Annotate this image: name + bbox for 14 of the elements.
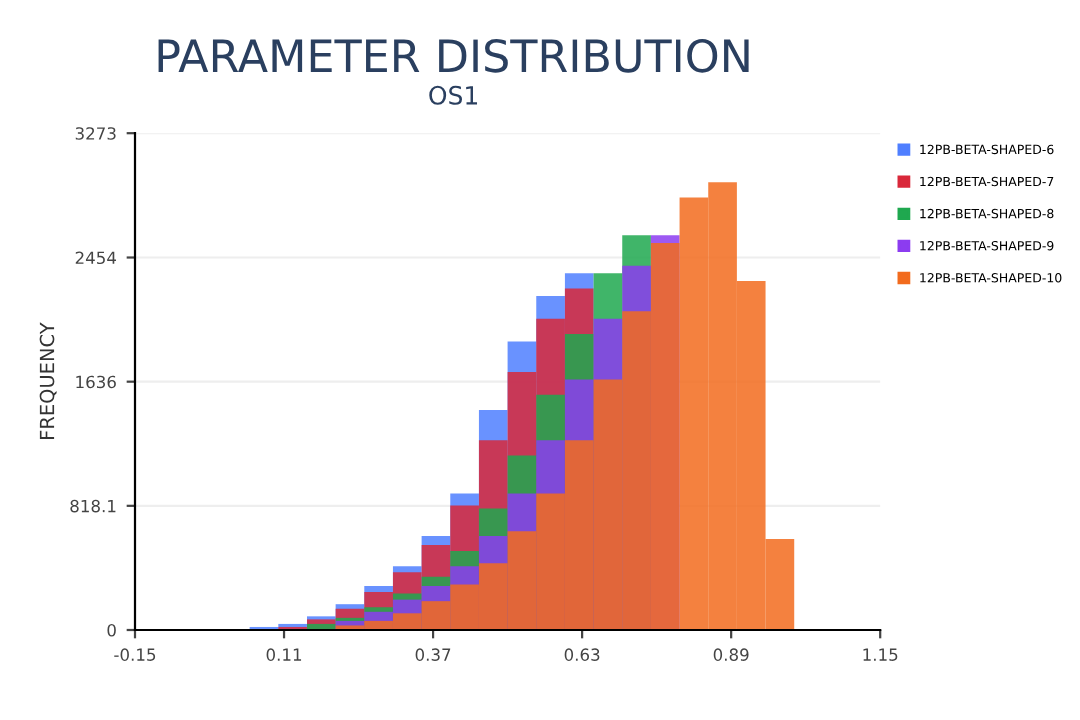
- x-tick-label: 0.37: [415, 648, 451, 661]
- x-tick-label: 0.63: [564, 648, 600, 661]
- x-tick-label: 1.15: [863, 648, 898, 661]
- y-tick-label: 2454: [75, 251, 117, 265]
- x-tick-label: -0.15: [114, 648, 156, 661]
- y-tick-label: 0: [107, 623, 116, 637]
- y-axis-title: FREQUENCY: [39, 322, 57, 439]
- y-tick-label: 3273: [75, 127, 116, 140]
- x-tick-label: 0.89: [713, 648, 749, 661]
- x-tick-label: 0.11: [266, 648, 302, 661]
- chart-subtitle: OS1: [429, 85, 478, 105]
- y-tick-label: 1636: [76, 375, 116, 389]
- chart-title: PARAMETER DISTRIBUTION: [158, 39, 749, 73]
- y-tick-label: 818.1: [70, 499, 116, 513]
